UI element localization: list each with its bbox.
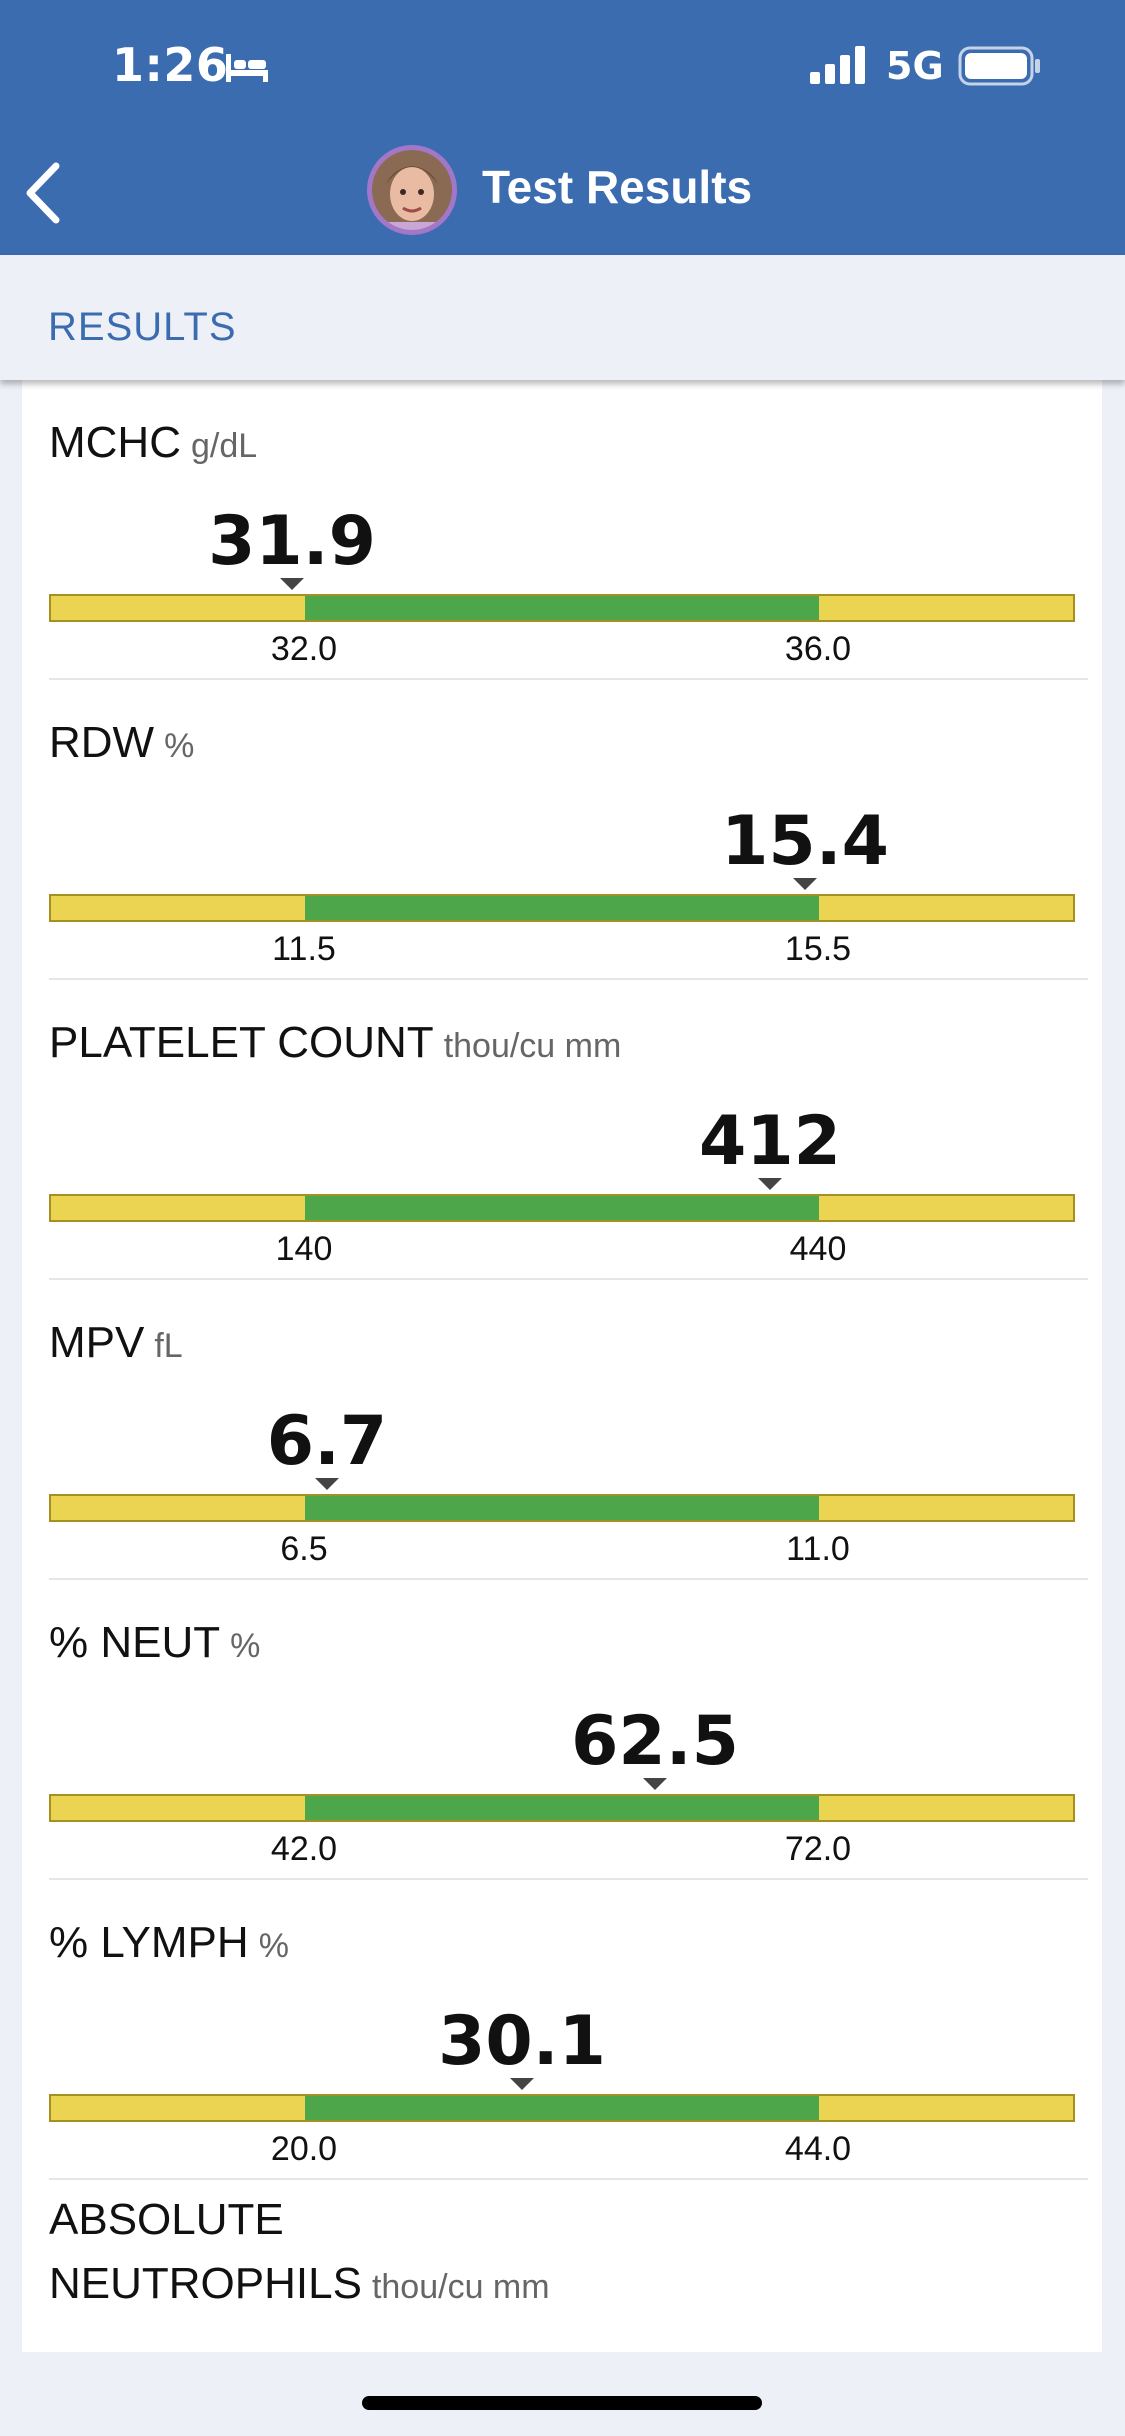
value-marker-icon: [758, 1178, 782, 1190]
status-bar: 1:26 5G: [0, 0, 1125, 130]
range-low-label: 6.5: [280, 1530, 328, 1568]
divider: [49, 1278, 1088, 1280]
result-row-mchc[interactable]: MCHC g/dL 31.9 32.0 36.0: [22, 380, 1102, 680]
range-low-label: 20.0: [270, 2130, 338, 2168]
battery-icon: [958, 46, 1040, 86]
bed-icon: [226, 54, 268, 82]
result-row-neut[interactable]: % NEUT% 62.5 42.0 72.0: [22, 1580, 1102, 1880]
range-high-label: 36.0: [784, 630, 852, 668]
result-row-platelet-count[interactable]: PLATELET COUNT thou/cu mm 412 140 440: [22, 980, 1102, 1280]
range-low-label: 42.0: [270, 1830, 338, 1868]
status-time: 1:26: [112, 38, 229, 92]
value-marker-icon: [643, 1778, 667, 1790]
divider: [49, 1878, 1088, 1880]
result-name: PLATELET COUNT thou/cu mm: [49, 1018, 621, 1071]
avatar: [367, 145, 457, 235]
cellular-signal-icon: [810, 46, 865, 84]
home-indicator[interactable]: [362, 2396, 762, 2410]
result-value: 412: [699, 1102, 841, 1181]
result-row-mpv[interactable]: MPV fL 6.7 6.5 11.0: [22, 1280, 1102, 1580]
result-name-text: % NEUT: [49, 1618, 221, 1667]
result-name-line2: NEUTROPHILS: [49, 2259, 362, 2308]
range-bar: [49, 2094, 1075, 2122]
divider: [49, 678, 1088, 680]
result-unit: thou/cu mm: [371, 2268, 550, 2306]
range-bar: [49, 1494, 1075, 1522]
result-row-rdw[interactable]: RDW% 15.4 11.5 15.5: [22, 680, 1102, 980]
result-name-text: MPV: [49, 1318, 145, 1367]
result-name: % NEUT%: [49, 1618, 260, 1671]
range-high-label: 11.0: [786, 1530, 850, 1568]
result-value: 31.9: [208, 502, 376, 581]
result-unit: %: [164, 727, 195, 765]
result-unit: %: [258, 1927, 289, 1965]
result-name-text: RDW: [49, 718, 155, 767]
range-bar: [49, 894, 1075, 922]
result-value: 6.7: [266, 1402, 388, 1481]
results-section-header: RESULTS: [0, 255, 1125, 380]
value-marker-icon: [510, 2078, 534, 2090]
back-chevron-icon[interactable]: [20, 158, 66, 228]
range-low-label: 32.0: [270, 630, 338, 668]
result-name-line1: ABSOLUTE: [49, 2195, 284, 2244]
range-bar: [49, 1794, 1075, 1822]
value-marker-icon: [793, 878, 817, 890]
value-marker-icon: [280, 578, 304, 590]
divider: [49, 1578, 1088, 1580]
divider: [49, 2178, 1088, 2180]
result-name: MCHC g/dL: [49, 418, 257, 471]
result-unit: thou/cu mm: [443, 1027, 622, 1065]
result-unit: g/dL: [190, 427, 258, 465]
normal-range-segment: [305, 2096, 819, 2120]
range-high-label: 440: [789, 1230, 847, 1268]
value-marker-icon: [315, 1478, 339, 1490]
network-type: 5G: [886, 44, 944, 88]
result-value: 15.4: [721, 802, 889, 881]
result-value: 62.5: [571, 1702, 739, 1781]
normal-range-segment: [305, 1496, 819, 1520]
navigation-bar: Test Results: [0, 130, 1125, 255]
divider: [49, 978, 1088, 980]
result-name-text: MCHC: [49, 418, 181, 467]
normal-range-segment: [305, 896, 819, 920]
result-row-absolute-neutrophils[interactable]: ABSOLUTE NEUTROPHILS thou/cu mm: [49, 2188, 550, 2319]
result-value: 30.1: [438, 2002, 606, 2081]
result-name-text: PLATELET COUNT: [49, 1018, 434, 1067]
range-low-label: 140: [275, 1230, 333, 1268]
range-high-label: 15.5: [784, 930, 852, 968]
result-name: MPV fL: [49, 1318, 183, 1371]
result-unit: fL: [154, 1327, 183, 1365]
results-list: MCHC g/dL 31.9 32.0 36.0 RDW% 15.4 11.5 1…: [22, 380, 1102, 2352]
result-name: RDW%: [49, 718, 194, 771]
range-bar: [49, 594, 1075, 622]
result-row-lymph[interactable]: % LYMPH% 30.1 20.0 44.0: [22, 1880, 1102, 2180]
normal-range-segment: [305, 1196, 819, 1220]
range-high-label: 72.0: [784, 1830, 852, 1868]
page-title: Test Results: [482, 161, 753, 213]
range-high-label: 44.0: [784, 2130, 852, 2168]
range-low-label: 11.5: [272, 930, 336, 968]
normal-range-segment: [305, 596, 819, 620]
result-name: % LYMPH%: [49, 1918, 289, 1971]
normal-range-segment: [305, 1796, 819, 1820]
result-unit: %: [230, 1627, 261, 1665]
section-label: RESULTS: [48, 305, 237, 349]
result-name-text: % LYMPH: [49, 1918, 249, 1967]
range-bar: [49, 1194, 1075, 1222]
